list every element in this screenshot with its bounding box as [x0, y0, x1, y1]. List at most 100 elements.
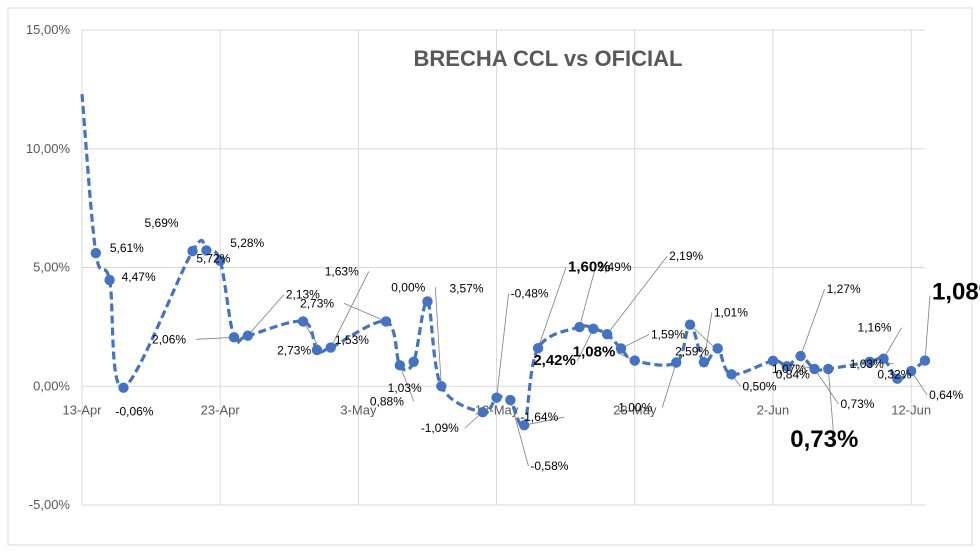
- x-tick-label: 12-Jun: [891, 402, 931, 417]
- data-points: [90, 245, 931, 431]
- data-label: 0,50%: [743, 379, 777, 393]
- label-connector: [247, 294, 285, 336]
- data-label: -1,64%: [520, 410, 558, 424]
- data-point: [919, 355, 931, 366]
- data-point: [228, 332, 240, 343]
- data-point: [532, 343, 544, 354]
- data-point: [781, 361, 793, 372]
- data-label: 1,63%: [325, 265, 359, 279]
- label-connector: [576, 328, 594, 361]
- label-connector: [703, 312, 713, 363]
- data-label: -0,58%: [530, 459, 568, 473]
- data-point: [214, 255, 226, 267]
- label-connector: [924, 295, 931, 361]
- data-label: 1,59%: [651, 327, 685, 341]
- data-label: 1,00%: [618, 401, 652, 415]
- data-label: 0,88%: [370, 394, 404, 408]
- y-tick-label: 10,00%: [26, 141, 71, 156]
- label-connector: [330, 271, 370, 348]
- data-point: [809, 363, 820, 375]
- y-tick-label: 5,00%: [33, 260, 70, 275]
- data-label: 5,61%: [110, 241, 144, 255]
- x-tick-label: 13-Apr: [62, 402, 102, 417]
- label-connector: [434, 287, 442, 387]
- data-label: 1,27%: [827, 282, 861, 296]
- data-label: 1,16%: [858, 321, 892, 335]
- data-point: [436, 381, 447, 392]
- data-point: [380, 316, 392, 327]
- data-label: 0,73%: [790, 426, 858, 453]
- x-tick-label: 2-Jun: [757, 402, 790, 417]
- data-point: [574, 321, 585, 333]
- label-connector: [606, 255, 668, 335]
- data-label: 2,19%: [669, 249, 703, 263]
- data-label: 1,01%: [714, 305, 748, 319]
- data-point: [905, 365, 917, 377]
- data-point: [297, 316, 309, 327]
- axis-labels: 15,00% 10,00% 5,00% 0,00% -5,00% 13-Apr 23-Apr…: [26, 22, 931, 512]
- data-label: 5,69%: [145, 216, 179, 230]
- data-point: [505, 394, 516, 406]
- chart-title: BRECHA CCL vs OFICIAL: [414, 46, 683, 71]
- data-label: -0,48%: [511, 287, 549, 301]
- data-point: [90, 247, 102, 259]
- data-point: [615, 343, 627, 354]
- label-connector: [537, 267, 567, 349]
- data-label: 0,00%: [391, 280, 425, 294]
- label-connector: [579, 267, 596, 328]
- label-connector: [827, 368, 835, 443]
- label-connector: [883, 327, 902, 359]
- data-label: 2,59%: [675, 345, 709, 359]
- label-connector: [343, 303, 387, 322]
- data-label: 2,73%: [277, 343, 311, 357]
- label-connector: [399, 365, 415, 402]
- data-label: -1,09%: [421, 421, 459, 435]
- label-connector: [510, 399, 529, 467]
- data-point: [519, 420, 530, 431]
- data-label: 1,53%: [335, 333, 369, 347]
- data-label: 5,28%: [230, 236, 264, 250]
- x-tick-label: 23-Apr: [201, 402, 241, 417]
- data-labels: 5,61% 4,47% -0,06% 5,69% 5,72%5,28% 2,06% 2,13…: [110, 216, 980, 473]
- data-point: [698, 357, 710, 368]
- data-point: [601, 329, 613, 340]
- data-label: 2,42%: [533, 352, 576, 369]
- data-point: [823, 363, 834, 375]
- label-connector: [620, 334, 650, 349]
- data-point: [408, 356, 419, 367]
- data-label: 2,06%: [152, 332, 186, 346]
- label-connector: [496, 293, 509, 398]
- data-point: [726, 369, 737, 380]
- data-point: [588, 323, 599, 334]
- data-point: [671, 357, 682, 368]
- chart-border: [7, 7, 973, 546]
- label-connector: [814, 368, 839, 405]
- data-label: 0,84%: [776, 367, 810, 381]
- data-label: 2,73%: [300, 296, 334, 310]
- label-connector: [800, 288, 825, 357]
- data-label: 0,73%: [840, 397, 874, 411]
- label-connector: [661, 362, 677, 408]
- data-point: [712, 343, 723, 354]
- y-tick-label: 15,00%: [26, 22, 71, 37]
- y-tick-label: 0,00%: [33, 378, 70, 393]
- data-label: 1,60%: [568, 258, 611, 275]
- gridlines: [81, 29, 925, 506]
- y-tick-label: -5,00%: [29, 497, 71, 512]
- data-point: [187, 245, 198, 257]
- data-point: [795, 350, 806, 362]
- data-label: 2,49%: [598, 260, 632, 274]
- data-label: 4,47%: [122, 270, 156, 284]
- data-label: 1,08%: [573, 344, 616, 361]
- data-point: [422, 296, 433, 307]
- x-tick-label: 23-May: [613, 402, 657, 417]
- data-label: 1,08%: [932, 279, 980, 306]
- data-label: 2,13%: [286, 288, 320, 302]
- data-point: [491, 392, 502, 403]
- label-connector: [524, 416, 565, 426]
- data-label: 1,03%: [850, 357, 884, 371]
- data-label: 1,03%: [388, 381, 422, 395]
- data-point: [325, 342, 336, 353]
